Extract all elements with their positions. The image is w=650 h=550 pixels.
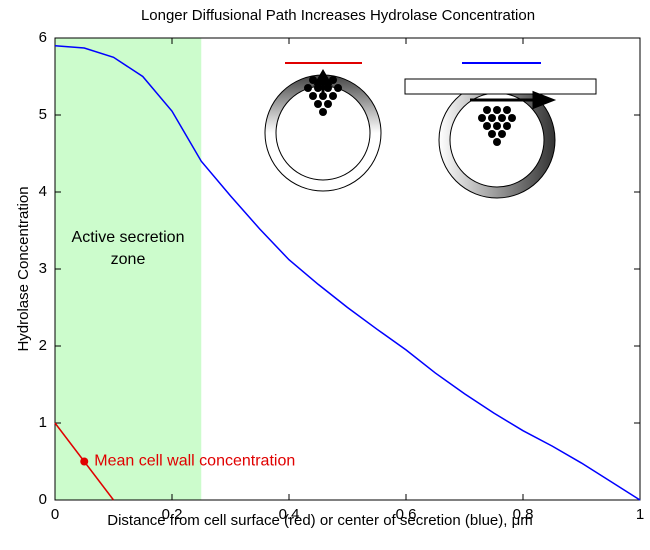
inset-dot (493, 122, 501, 130)
inset-dot (508, 114, 516, 122)
y-tick-label: 0 (39, 491, 47, 508)
y-tick-label: 2 (39, 337, 47, 354)
x-tick-label: 0.8 (513, 506, 534, 523)
point-label: Mean cell wall concentration (94, 453, 295, 470)
inset-dot (329, 92, 337, 100)
inset-dot (314, 100, 322, 108)
inset-dot (324, 100, 332, 108)
inset-dot (503, 122, 511, 130)
inset-dot (483, 106, 491, 114)
inset-dot (498, 130, 506, 138)
inset-dot (488, 114, 496, 122)
y-tick-label: 5 (39, 106, 47, 123)
y-tick-label: 4 (39, 183, 47, 200)
data-point (80, 458, 88, 466)
chart-title: Longer Diffusional Path Increases Hydrol… (141, 7, 535, 24)
inset-inner (276, 86, 370, 180)
inset-dot (319, 108, 327, 116)
inset-dot (334, 84, 342, 92)
x-tick-label: 0.6 (396, 506, 417, 523)
inset-dot (493, 138, 501, 146)
inset-dot (309, 92, 317, 100)
x-tick-label: 0 (51, 506, 59, 523)
inset-dot (493, 106, 501, 114)
chart: Longer Diffusional Path Increases Hydrol… (0, 0, 650, 545)
inset-dot (483, 122, 491, 130)
y-tick-label: 1 (39, 414, 47, 431)
inset-dot (503, 106, 511, 114)
inset-dot (488, 130, 496, 138)
x-tick-label: 0.4 (279, 506, 300, 523)
x-tick-label: 1 (636, 506, 644, 523)
y-tick-label: 6 (39, 29, 47, 46)
y-axis-label: Hydrolase Concentration (15, 186, 32, 351)
inset-surface (405, 79, 596, 94)
shaded-region (55, 38, 201, 500)
region-label: Active secretion (72, 229, 185, 246)
inset-dot (304, 84, 312, 92)
region-label: zone (111, 251, 146, 268)
inset-diagram (265, 63, 596, 198)
inset-dot (478, 114, 486, 122)
inset-dot (498, 114, 506, 122)
y-tick-label: 3 (39, 260, 47, 277)
x-tick-label: 0.2 (162, 506, 183, 523)
